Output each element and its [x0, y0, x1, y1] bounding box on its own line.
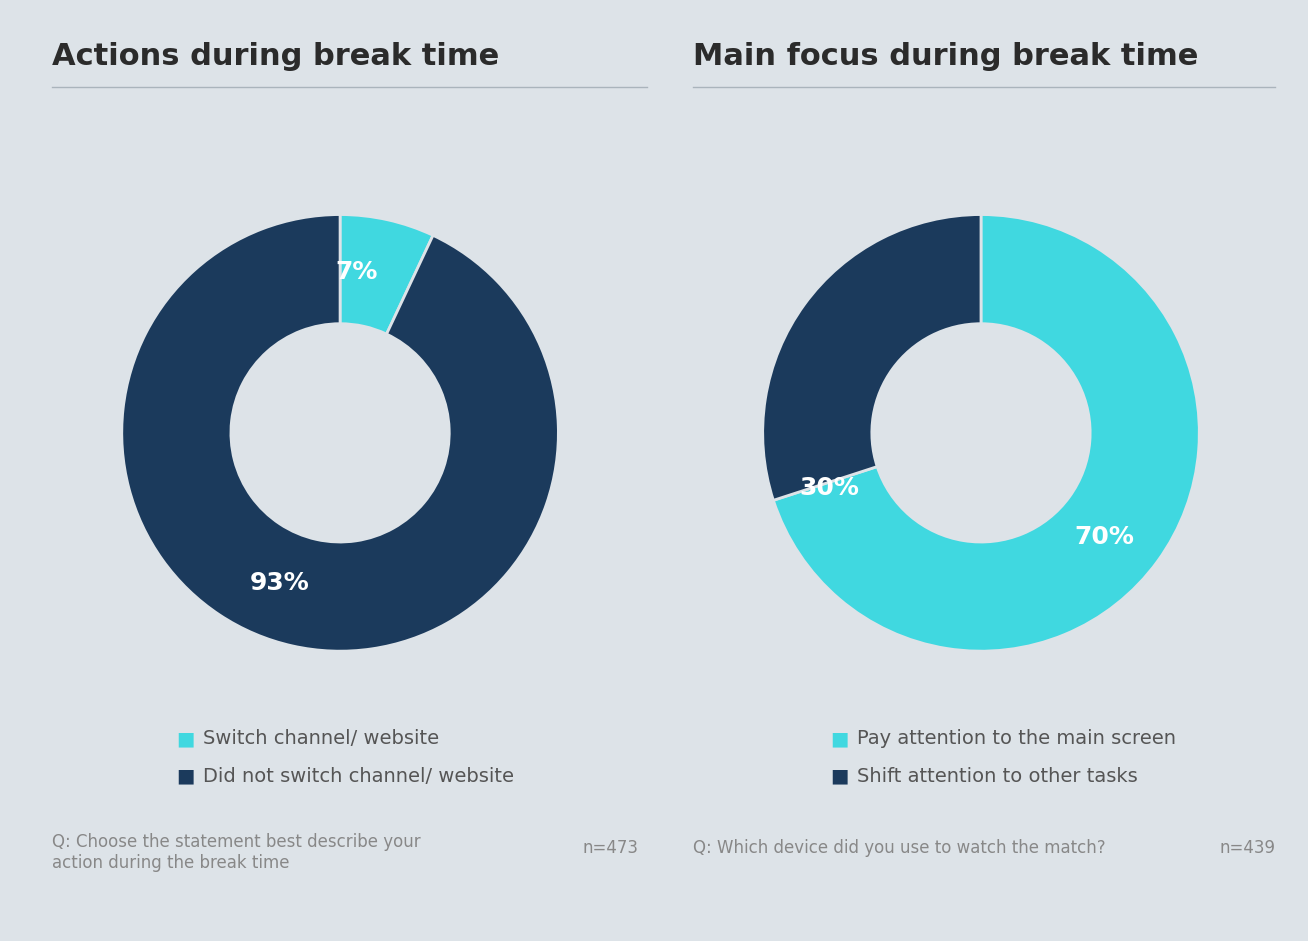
Wedge shape [340, 215, 433, 334]
Text: Pay attention to the main screen: Pay attention to the main screen [857, 729, 1176, 748]
Text: Actions during break time: Actions during break time [52, 42, 500, 72]
Text: Q: Choose the statement best describe your
action during the break time: Q: Choose the statement best describe yo… [52, 833, 421, 871]
Text: ■: ■ [831, 729, 849, 748]
Text: Did not switch channel/ website: Did not switch channel/ website [203, 767, 514, 786]
Text: Main focus during break time: Main focus during break time [693, 42, 1198, 72]
Text: 93%: 93% [250, 570, 310, 595]
Wedge shape [773, 215, 1199, 651]
Wedge shape [122, 215, 559, 651]
Text: ■: ■ [177, 729, 195, 748]
Text: Q: Which device did you use to watch the match?: Q: Which device did you use to watch the… [693, 839, 1105, 857]
Text: n=473: n=473 [582, 839, 638, 857]
Text: 70%: 70% [1075, 525, 1135, 549]
Text: Shift attention to other tasks: Shift attention to other tasks [857, 767, 1138, 786]
Text: n=439: n=439 [1219, 839, 1275, 857]
Wedge shape [763, 215, 981, 501]
Text: ■: ■ [177, 767, 195, 786]
Text: Switch channel/ website: Switch channel/ website [203, 729, 439, 748]
Text: ■: ■ [831, 767, 849, 786]
Text: 7%: 7% [336, 261, 378, 284]
Text: 30%: 30% [799, 476, 859, 500]
